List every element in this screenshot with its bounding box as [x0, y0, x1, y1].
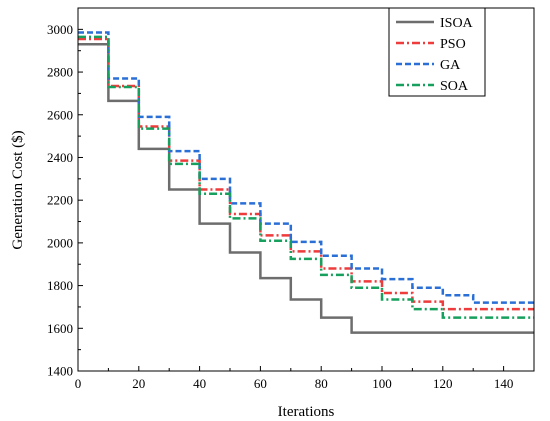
plot-frame	[77, 7, 535, 372]
y-tick-label: 2200	[47, 193, 73, 208]
legend-label-isoa: ISOA	[440, 16, 474, 31]
y-axis-title: Generation Cost ($)	[10, 130, 26, 249]
legend-label-ga: GA	[440, 58, 461, 73]
legend-label-pso: PSO	[440, 37, 466, 52]
legend-label-soa: SOA	[440, 79, 469, 94]
series-line-soa	[78, 35, 534, 319]
x-tick-label: 0	[75, 376, 82, 391]
y-tick-label: 3000	[47, 22, 73, 37]
y-tick-label: 1400	[47, 364, 73, 379]
x-tick-label: 120	[433, 376, 453, 391]
x-axis-title: Iterations	[278, 404, 335, 420]
plot-area	[78, 31, 534, 334]
y-tick-label: 2000	[47, 235, 73, 250]
x-tick-label: 80	[315, 376, 328, 391]
y-tick-label: 2600	[47, 107, 73, 122]
y-tick-label: 1800	[47, 278, 73, 293]
x-tick-label: 40	[193, 376, 206, 391]
y-tick-label: 2400	[47, 150, 73, 165]
y-tick-label: 1600	[47, 321, 73, 336]
x-tick-label: 140	[494, 376, 514, 391]
legend: ISOA PSO GA SOA	[388, 7, 486, 97]
ticks: 0 20 40 60 80 100 120 140 1400 1600 1800 2000 2200 24…	[47, 22, 513, 391]
axes	[77, 7, 535, 372]
series-line-pso	[78, 37, 534, 311]
x-tick-label: 100	[372, 376, 392, 391]
x-tick-label: 60	[254, 376, 267, 391]
y-tick-label: 2800	[47, 65, 73, 80]
x-tick-label: 20	[132, 376, 145, 391]
series-line-ga	[78, 31, 534, 304]
